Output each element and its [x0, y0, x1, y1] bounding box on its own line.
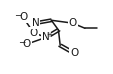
Text: −: −	[14, 11, 22, 20]
Text: O: O	[22, 39, 31, 49]
Text: O: O	[70, 48, 78, 58]
Text: N: N	[42, 32, 49, 42]
Text: −: −	[18, 37, 25, 46]
Text: O: O	[29, 28, 38, 38]
Text: N: N	[31, 18, 39, 28]
Text: O: O	[19, 12, 27, 22]
Text: O: O	[68, 18, 76, 28]
Text: +: +	[46, 32, 52, 38]
